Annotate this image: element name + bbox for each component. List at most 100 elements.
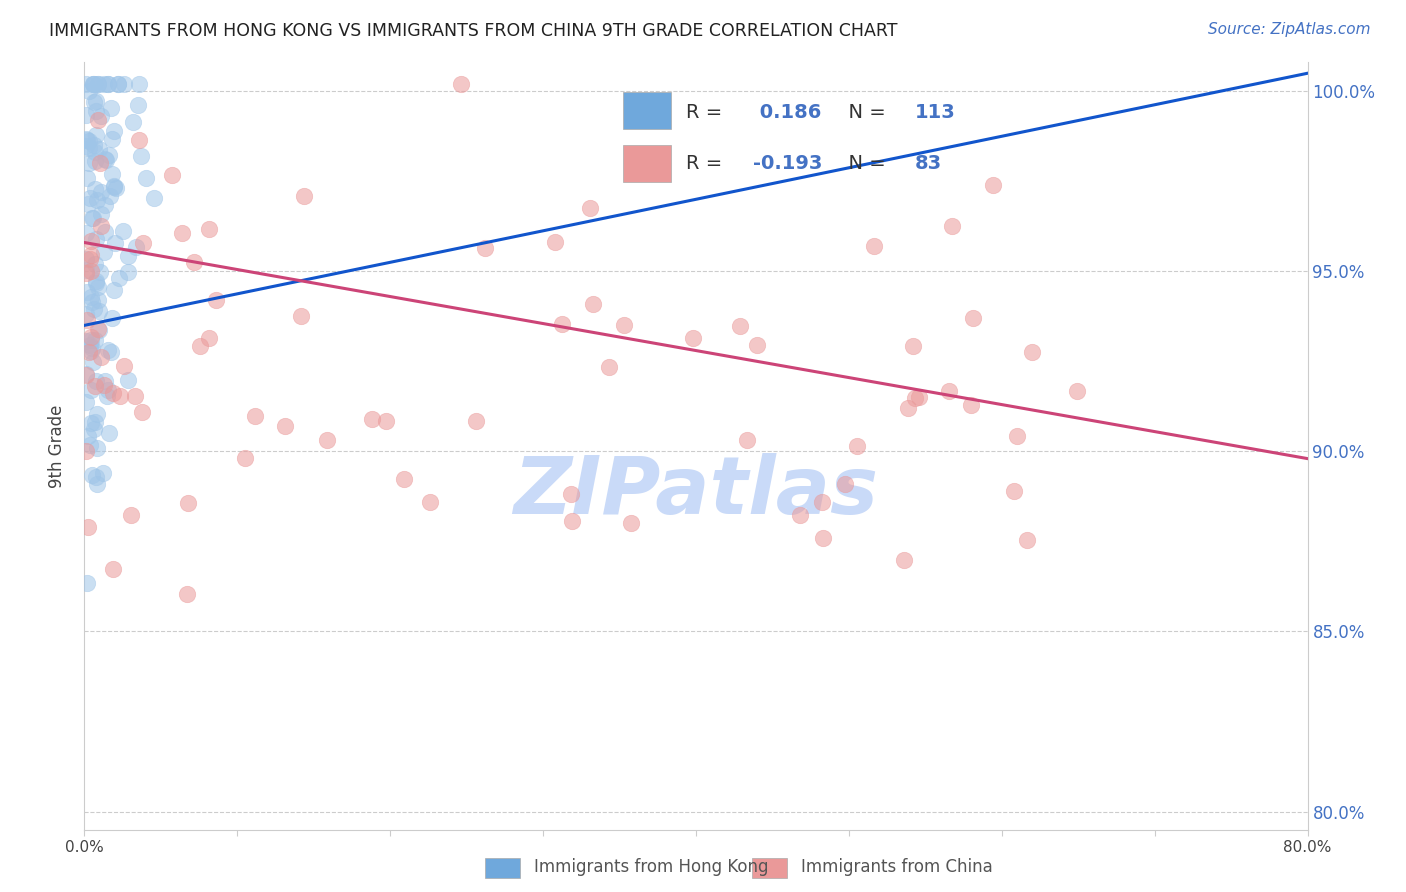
Point [83, 257, 105, 271]
Point [80, 263, 103, 277]
Text: -0.193: -0.193 [754, 154, 823, 173]
Point [128, 133, 150, 147]
Point [101, 561, 124, 575]
Point [292, 189, 315, 203]
Point [103, 178, 125, 193]
Point [100, 101, 122, 115]
Point [419, 495, 441, 509]
Point [76, 170, 98, 185]
Point [124, 389, 146, 403]
FancyBboxPatch shape [623, 145, 671, 182]
Point [82, 295, 104, 310]
Point [87, 77, 110, 91]
Point [80, 416, 103, 430]
Point [87, 322, 110, 336]
Point [77, 156, 100, 170]
Point [730, 318, 752, 333]
Point [1005, 428, 1028, 442]
Point [107, 77, 129, 91]
Point [87, 323, 110, 337]
Point [811, 495, 834, 509]
Point [98, 189, 121, 203]
Point [94, 225, 117, 239]
Point [903, 339, 925, 353]
Point [135, 171, 157, 186]
Point [190, 338, 212, 352]
Point [82, 77, 104, 91]
Text: Source: ZipAtlas.com: Source: ZipAtlas.com [1208, 22, 1371, 37]
Point [84, 374, 107, 388]
Point [75, 444, 97, 458]
Point [103, 124, 125, 138]
Point [84, 128, 107, 142]
Point [84, 94, 107, 108]
Point [84, 104, 107, 119]
Point [84, 182, 107, 196]
Point [1066, 384, 1088, 398]
Point [80, 248, 103, 262]
Point [551, 317, 574, 331]
Point [100, 310, 122, 325]
Text: Immigrants from China: Immigrants from China [801, 858, 993, 876]
Point [84, 415, 107, 429]
Text: N =: N = [837, 154, 891, 173]
Point [893, 553, 915, 567]
Point [93, 245, 115, 260]
Point [87, 142, 110, 156]
Point [103, 180, 125, 194]
Point [77, 141, 100, 155]
Text: N =: N = [837, 103, 891, 122]
Point [90, 207, 112, 221]
Text: ZIPatlas: ZIPatlas [513, 453, 879, 531]
Text: R =: R = [686, 103, 728, 122]
Point [93, 77, 115, 91]
Point [75, 307, 97, 321]
Point [84, 232, 107, 246]
Point [112, 77, 135, 91]
Point [904, 391, 927, 405]
Point [465, 413, 488, 427]
Point [582, 297, 605, 311]
Point [90, 219, 112, 233]
Point [183, 254, 205, 268]
Point [613, 318, 636, 332]
Point [1021, 345, 1043, 359]
Point [98, 425, 121, 440]
Point [87, 293, 110, 307]
Point [75, 138, 97, 153]
FancyBboxPatch shape [623, 92, 671, 129]
Point [91, 466, 114, 480]
Point [84, 470, 107, 484]
Point [198, 331, 221, 345]
Point [682, 330, 704, 344]
Point [75, 367, 97, 381]
Point [90, 109, 112, 123]
Point [811, 531, 834, 545]
Point [90, 350, 112, 364]
Point [1017, 533, 1039, 548]
Point [75, 267, 97, 281]
Point [76, 576, 98, 591]
Point [80, 330, 103, 344]
Point [274, 419, 297, 434]
Point [75, 334, 97, 349]
Point [86, 476, 108, 491]
Point [80, 333, 103, 347]
Point [77, 134, 100, 148]
Point [75, 368, 97, 382]
Point [77, 84, 100, 98]
Point [77, 520, 100, 534]
Point [107, 77, 129, 91]
Point [80, 467, 103, 482]
Point [82, 342, 104, 356]
Point [77, 345, 100, 359]
Point [76, 285, 98, 300]
Point [981, 178, 1004, 192]
Point [76, 133, 98, 147]
Point [745, 337, 768, 351]
Text: 0.186: 0.186 [754, 103, 821, 122]
Point [120, 508, 142, 523]
Point [79, 438, 101, 452]
Point [86, 407, 108, 421]
Point [579, 201, 602, 215]
